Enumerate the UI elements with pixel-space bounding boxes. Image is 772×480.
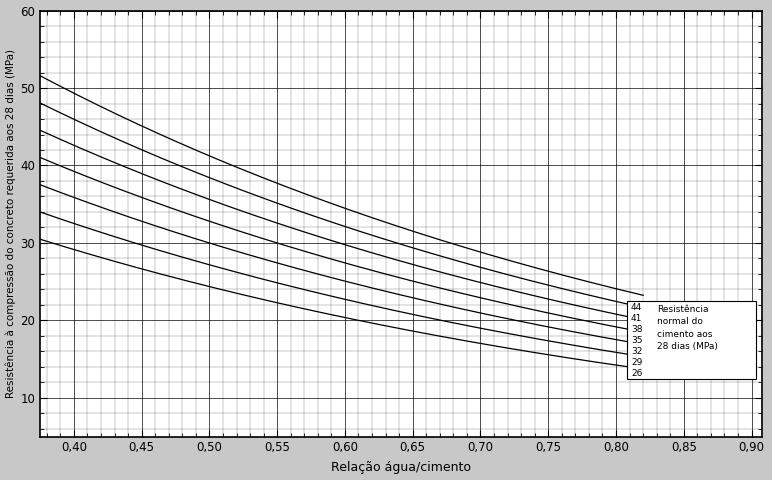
- Text: 41: 41: [631, 314, 642, 323]
- Text: 32: 32: [631, 347, 642, 356]
- Text: 38: 38: [631, 325, 642, 334]
- Text: 26: 26: [631, 370, 642, 378]
- Text: 44: 44: [631, 303, 642, 312]
- X-axis label: Relação água/cimento: Relação água/cimento: [331, 461, 471, 474]
- Y-axis label: Resistência à compressão do concreto requerida aos 28 dias (MPa): Resistência à compressão do concreto req…: [5, 49, 16, 398]
- Text: 35: 35: [631, 336, 642, 345]
- Text: Resistência
normal do
cimento aos
28 dias (MPa): Resistência normal do cimento aos 28 dia…: [657, 305, 717, 351]
- Text: 29: 29: [631, 358, 642, 367]
- Bar: [627, 301, 756, 379]
